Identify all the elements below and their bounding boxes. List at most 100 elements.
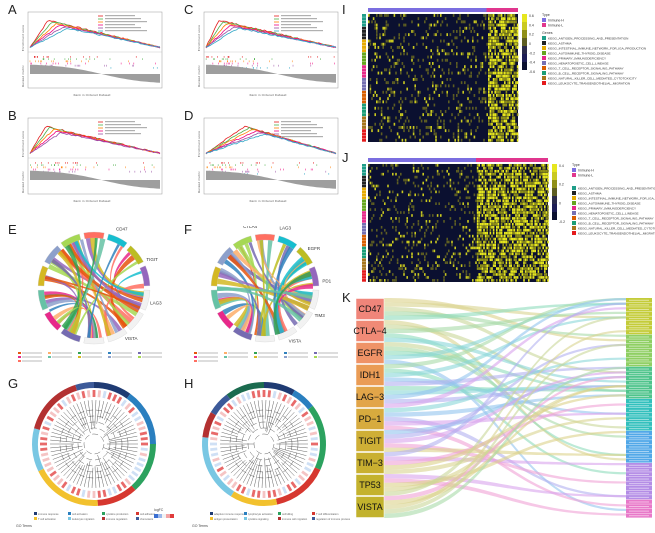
panel-label-f: F <box>184 222 192 237</box>
heatmap-cell <box>432 249 434 253</box>
heatmap-cell <box>524 258 527 262</box>
heatmap-cell <box>488 214 490 217</box>
heatmap-cell <box>502 211 504 214</box>
heatmap-cell <box>488 243 490 247</box>
heatmap-cell <box>500 225 503 229</box>
heatmap-cell <box>508 228 511 232</box>
heatmap-cell <box>499 211 501 214</box>
gsea-axis-y-label-bottom: Ranked metric <box>197 65 201 87</box>
chord-legend-swatch <box>284 352 287 354</box>
tree-branch <box>102 457 119 481</box>
heatmap-cell <box>457 126 460 129</box>
heatmap-cell <box>484 270 487 273</box>
sankey-left-node-label: TP53 <box>359 480 381 490</box>
heatmap-cell <box>480 276 482 279</box>
heatmap-cell <box>504 187 506 191</box>
heatmap-cell <box>420 237 423 241</box>
heatmap-cell <box>483 270 485 273</box>
heatmap-cell <box>446 33 448 37</box>
heatmap-cell <box>417 193 420 197</box>
heatmap-cell <box>412 169 415 173</box>
heatmap-cell <box>505 243 508 247</box>
heatmap-cell <box>529 205 532 208</box>
heatmap-cell <box>420 252 423 256</box>
heatmap-cell <box>515 126 517 129</box>
heatmap-cell <box>502 220 504 223</box>
heatmap-cell <box>428 94 431 97</box>
heatmap-cell <box>468 106 471 110</box>
heatmap-cell <box>513 208 516 211</box>
heatmap-cell <box>496 62 498 65</box>
heatmap-cell <box>518 237 520 241</box>
heatmap-cell <box>507 132 509 136</box>
heatmap-cell <box>510 52 512 56</box>
heatmap-cell <box>371 166 373 170</box>
heatmap-cell <box>465 106 468 110</box>
chord-legend-text <box>288 352 308 354</box>
heatmap-cell <box>478 172 480 176</box>
chord-gene-label: PD1 <box>322 279 331 284</box>
heatmap-cell <box>520 223 522 226</box>
heatmap-cell <box>536 205 538 208</box>
heatmap-cell <box>531 270 533 273</box>
heatmap-cell <box>537 267 540 270</box>
heatmap-cell <box>456 267 458 270</box>
heatmap-cell <box>523 261 525 265</box>
heatmap-cell <box>484 100 487 104</box>
heatmap-cell <box>492 193 495 197</box>
heatmap-cell <box>481 279 484 282</box>
tree-branch <box>257 400 261 417</box>
heatmap-cell <box>496 113 498 117</box>
heatmap-cell <box>414 78 416 81</box>
heatmap-cell <box>523 202 525 206</box>
heatmap-cell <box>411 55 413 59</box>
gsea-legend-label <box>281 24 311 26</box>
heatmap-cell <box>488 208 490 211</box>
heatmap-cell <box>376 228 378 232</box>
heatmap-cell <box>492 255 495 259</box>
tree-heat-cell <box>216 466 224 473</box>
heatmap-cell <box>374 113 376 117</box>
heatmap-cell <box>528 184 530 188</box>
heatmap-cell <box>542 225 544 229</box>
heatmap-cell <box>526 193 528 197</box>
heatmap-cell <box>392 164 394 167</box>
tree-heat-cell <box>256 490 261 498</box>
heatmap-cell <box>473 49 476 53</box>
heatmap-cell <box>547 199 549 203</box>
tree-branch-arc <box>229 409 299 479</box>
tree-heat-cell <box>251 489 256 498</box>
heatmap-cell <box>496 71 498 75</box>
heatmap-cell <box>539 205 541 208</box>
tree-legend-swatch <box>244 512 247 515</box>
heatmap-cell <box>385 39 388 43</box>
heatmap-cell <box>544 199 546 203</box>
heatmap-cell <box>502 252 504 256</box>
heatmap-cell <box>377 46 380 49</box>
heatmap-cell <box>400 264 402 267</box>
heatmap-cell <box>452 14 455 17</box>
heatmap-cell <box>502 225 504 229</box>
heatmap-cell <box>502 55 504 59</box>
heatmap-cell <box>451 187 453 191</box>
heatmap-pathway-bar <box>362 122 366 126</box>
heatmap-cell <box>369 126 372 129</box>
heatmap-cell <box>456 190 458 194</box>
heatmap-pathway-bar <box>362 110 366 113</box>
heatmap-cell <box>488 240 490 244</box>
panel-label-b: B <box>8 108 17 123</box>
heatmap-cell <box>464 116 466 120</box>
tree-branch <box>108 459 125 476</box>
heatmap-cell <box>512 30 514 33</box>
heatmap-cell <box>508 129 511 133</box>
heatmap-cell <box>464 71 466 75</box>
heatmap-cell <box>484 187 487 191</box>
heatmap-cell <box>529 246 532 250</box>
heatmap-cell <box>380 119 383 123</box>
heatmap-cell <box>494 261 496 265</box>
heatmap-cell <box>406 220 408 223</box>
heatmap-cell <box>504 52 506 56</box>
heatmap-cell <box>481 231 484 235</box>
heatmap-cell <box>472 240 474 244</box>
